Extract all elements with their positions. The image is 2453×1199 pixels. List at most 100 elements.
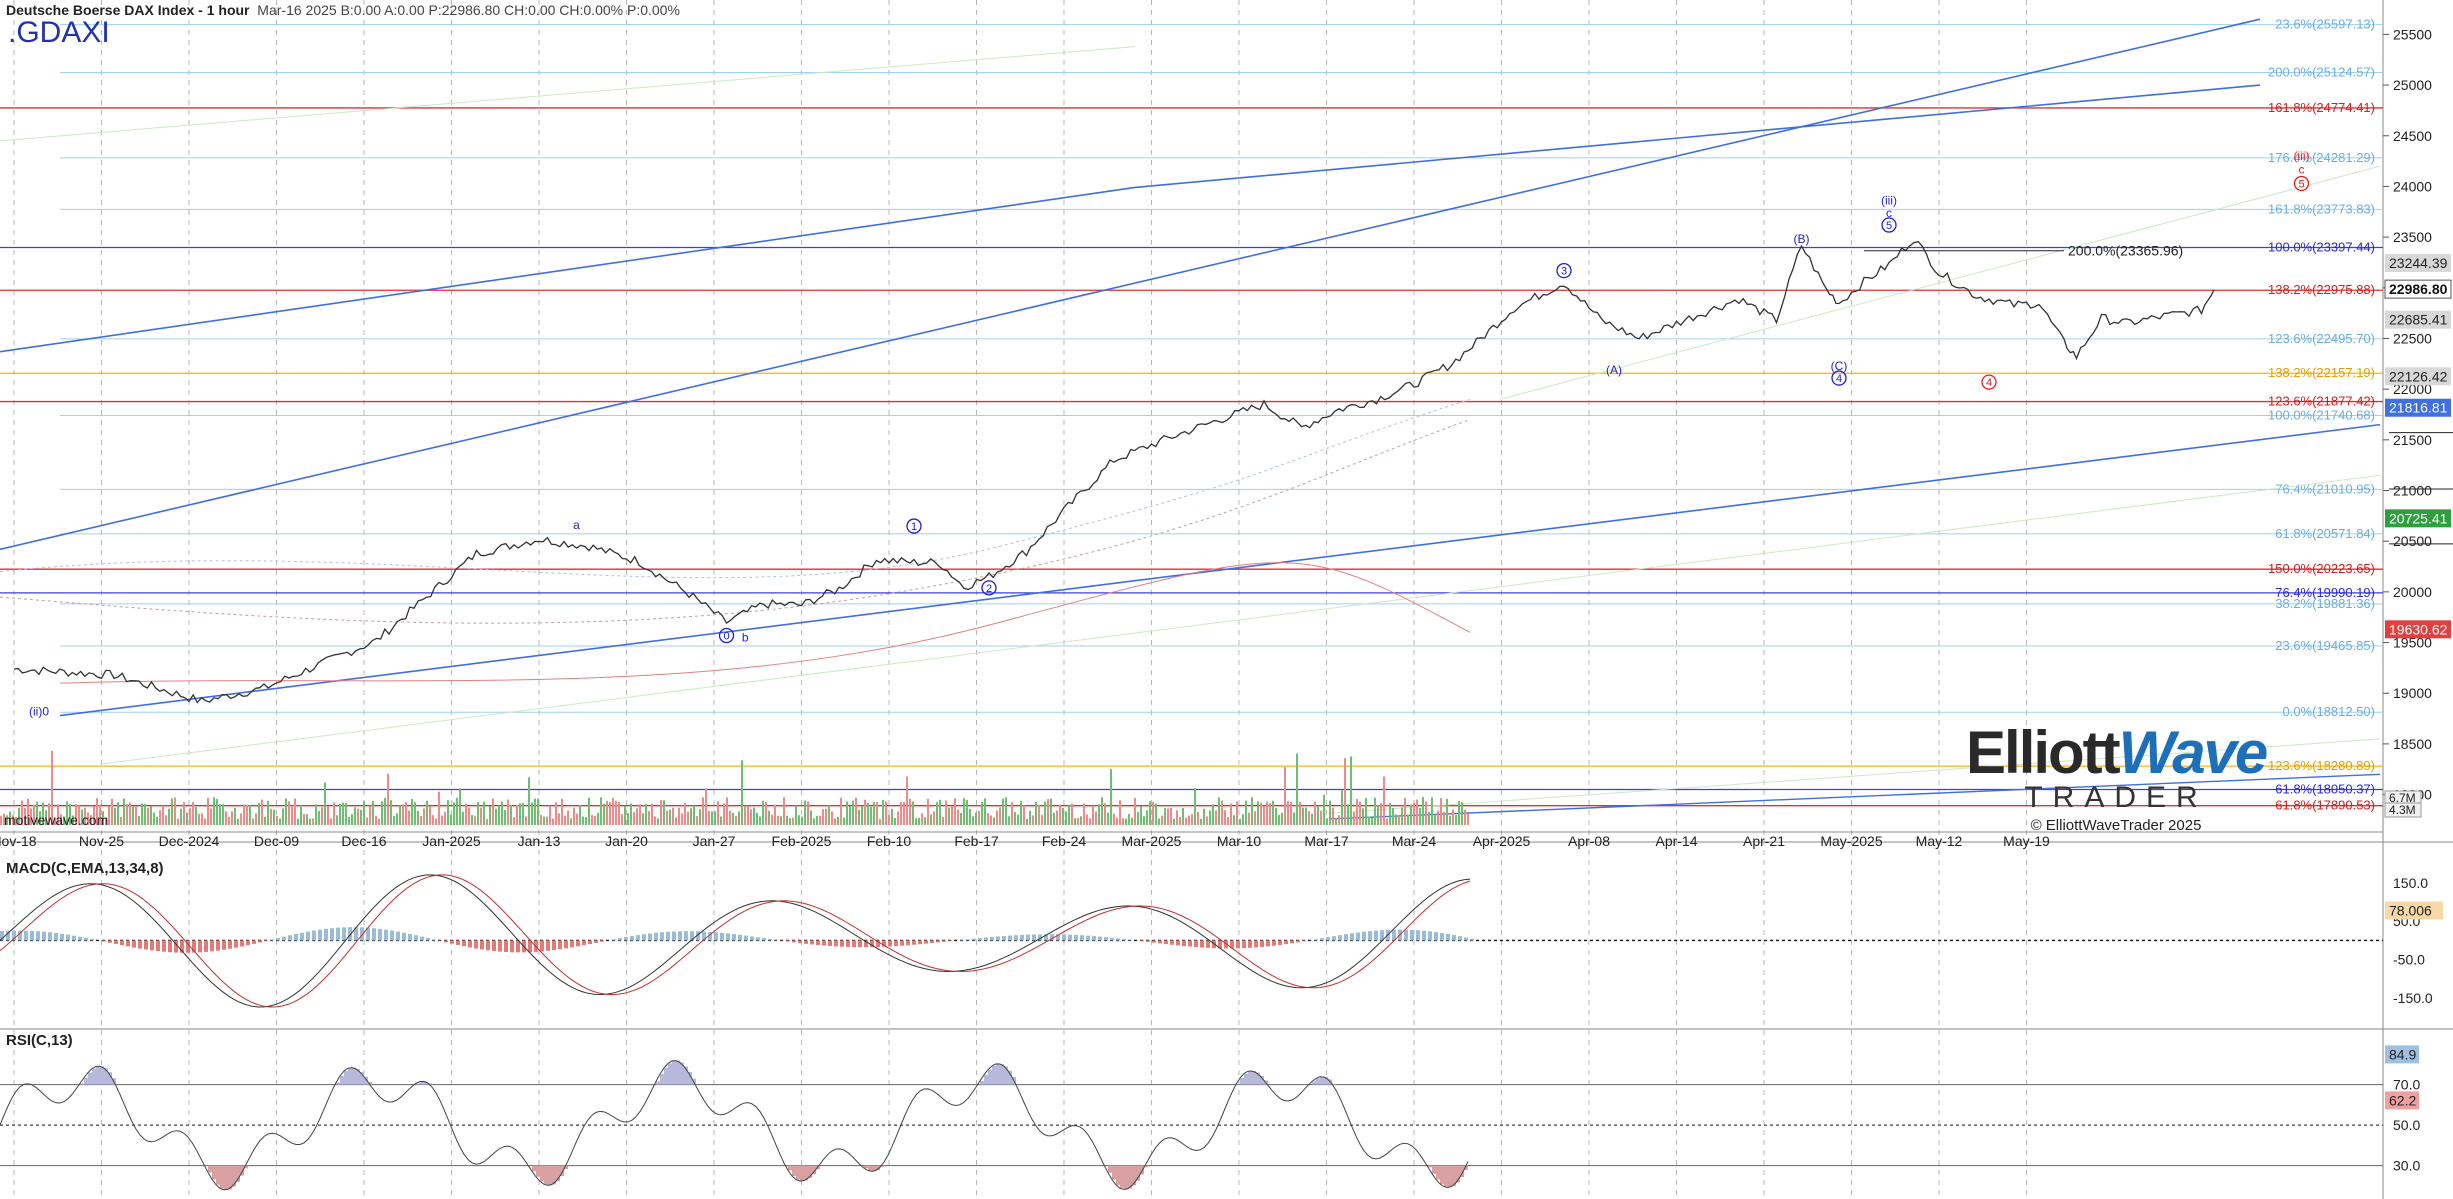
volume-bar xyxy=(225,811,227,825)
fib-level-label: 123.6%(22495.70) xyxy=(2268,331,2375,346)
fib-level-label: 76.4%(19990.19) xyxy=(2275,585,2375,600)
macd-histogram-bar xyxy=(264,940,268,942)
volume-bar xyxy=(1125,818,1127,825)
rsi-overbought-fill xyxy=(672,1060,676,1085)
macd-histogram-bar xyxy=(1470,938,1474,941)
macd-histogram-bar xyxy=(474,940,478,949)
volume-bar xyxy=(1062,807,1064,825)
macd-histogram-bar xyxy=(1170,940,1174,945)
volume-bar xyxy=(339,803,341,825)
macd-histogram-bar xyxy=(144,940,148,950)
rsi-badge xyxy=(2385,1045,2419,1064)
volume-bar xyxy=(768,810,770,825)
macd-histogram-bar xyxy=(36,931,40,941)
y-tick-label: 23500 xyxy=(2393,229,2432,245)
macd-histogram-bar xyxy=(624,937,628,941)
volume-bar xyxy=(219,804,221,825)
volume-bar xyxy=(546,816,548,825)
volume-bar xyxy=(252,818,254,825)
wave-label: b xyxy=(742,631,749,645)
volume-bar xyxy=(114,807,116,825)
volume-bar xyxy=(609,802,611,825)
volume-bar xyxy=(1188,815,1190,825)
volume-bar xyxy=(141,803,143,825)
macd-histogram-bar xyxy=(696,931,700,941)
volume-bar xyxy=(435,818,437,825)
macd-histogram-bar xyxy=(414,935,418,941)
x-tick-label: Nov-25 xyxy=(79,833,124,849)
macd-histogram-bar xyxy=(300,932,304,941)
macd-histogram-bar xyxy=(840,940,844,947)
volume-bar xyxy=(270,808,272,825)
macd-histogram-bar xyxy=(1038,934,1042,941)
volume-bar xyxy=(243,804,245,825)
macd-histogram-bar xyxy=(558,940,562,950)
macd-histogram-bar xyxy=(726,933,730,941)
rsi-oversold-fill xyxy=(1464,1165,1468,1170)
volume-bar xyxy=(438,791,440,825)
macd-histogram-bar xyxy=(204,940,208,952)
rsi-oversold-fill xyxy=(792,1165,796,1177)
wave-label: (iii) xyxy=(1881,194,1897,208)
wave-label: c xyxy=(1886,206,1892,220)
macd-histogram-bar xyxy=(1050,934,1054,941)
macd-histogram-bar xyxy=(234,940,238,948)
macd-histogram-bar xyxy=(738,934,742,941)
rsi-oversold-fill xyxy=(1144,1165,1148,1168)
volume-bar xyxy=(753,807,755,825)
volume-bar xyxy=(939,799,941,825)
guide-line xyxy=(0,46,1136,142)
volume-bar xyxy=(1134,797,1136,825)
volume-bar xyxy=(930,814,932,825)
macd-tick-label: -150.0 xyxy=(2393,990,2433,1006)
volume-bar xyxy=(645,803,647,825)
volume-bar xyxy=(693,805,695,825)
fib-level-label: 176.4%(24281.29) xyxy=(2268,150,2375,165)
rsi-overbought-fill xyxy=(364,1076,368,1085)
volume-bar xyxy=(513,817,515,825)
macd-histogram-bar xyxy=(258,940,262,943)
volume-bar xyxy=(537,798,539,825)
rsi-overbought-fill xyxy=(1240,1077,1244,1085)
macd-histogram-bar xyxy=(804,940,808,944)
rsi-overbought-fill xyxy=(656,1081,660,1085)
volume-bar xyxy=(1428,811,1430,825)
guide-line xyxy=(1499,165,2381,400)
volume-bar xyxy=(1281,812,1283,825)
volume-bar xyxy=(1332,807,1334,825)
macd-histogram-bar xyxy=(990,936,994,941)
wave-label: (ii)0 xyxy=(29,705,49,719)
wave-label-circle xyxy=(1556,262,1572,279)
y-tick-label: 19000 xyxy=(2393,685,2432,701)
volume-bar xyxy=(51,750,53,825)
volume-bar xyxy=(510,804,512,825)
volume-bar xyxy=(402,804,404,825)
volume-bar xyxy=(1137,811,1139,825)
volume-bar xyxy=(1407,814,1409,825)
macd-histogram-bar xyxy=(930,940,934,944)
volume-bar xyxy=(810,810,812,825)
macd-histogram-bar xyxy=(1302,940,1306,942)
volume-bar xyxy=(1119,800,1121,825)
quote-line: Mar-16 2025 B:0.00 A:0.00 P:22986.80 CH:… xyxy=(257,2,680,18)
volume-bar xyxy=(840,797,842,825)
macd-histogram-bar xyxy=(294,933,298,941)
macd-histogram-bar xyxy=(84,937,88,941)
rsi-oversold-fill xyxy=(220,1165,224,1189)
rsi-line xyxy=(0,1060,1469,1191)
volume-bar xyxy=(1263,805,1265,825)
volume-bar xyxy=(207,797,209,825)
macd-histogram-bar xyxy=(1260,940,1264,947)
volume-bar xyxy=(735,816,737,825)
volume-bar xyxy=(1203,808,1205,825)
volume-bar xyxy=(543,816,545,825)
volume-bar xyxy=(1449,815,1451,825)
rsi-oversold-fill xyxy=(232,1165,236,1187)
volume-bar xyxy=(411,799,413,825)
volume-bar xyxy=(777,815,779,825)
rsi-oversold-fill xyxy=(244,1165,248,1169)
volume-bar xyxy=(66,801,68,825)
macd-histogram-bar xyxy=(270,939,274,941)
